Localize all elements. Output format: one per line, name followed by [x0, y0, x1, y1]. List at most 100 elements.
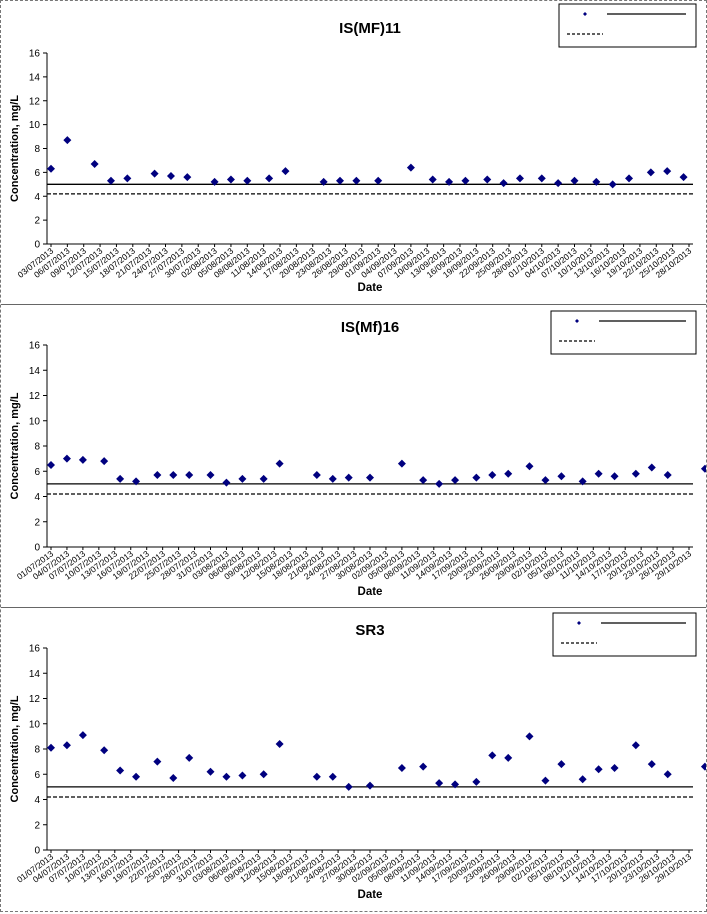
data-point: [663, 770, 672, 779]
data-point: [185, 753, 194, 762]
chart-title: SR3: [355, 622, 384, 639]
data-point: [374, 176, 383, 185]
y-tick-label: 4: [34, 192, 40, 203]
y-tick-label: 12: [29, 391, 41, 402]
data-point: [238, 474, 247, 483]
data-point: [679, 173, 688, 182]
y-tick-label: 14: [29, 72, 41, 83]
data-point: [488, 471, 497, 480]
data-point: [483, 175, 492, 184]
y-tick-label: 2: [34, 216, 40, 227]
y-tick-label: 8: [34, 442, 40, 453]
data-point: [259, 474, 268, 483]
data-point: [406, 163, 415, 172]
data-point: [594, 469, 603, 478]
legend-marker-diamond: [577, 621, 581, 625]
data-point: [259, 770, 268, 779]
data-point: [78, 455, 87, 464]
legend-marker-diamond: [583, 12, 587, 16]
data-point: [397, 763, 406, 772]
data-point: [366, 473, 374, 482]
data-point: [610, 763, 619, 772]
data-point: [472, 473, 481, 482]
y-tick-label: 6: [34, 770, 40, 781]
data-point: [631, 469, 640, 478]
y-tick-label: 16: [29, 49, 41, 60]
data-point: [106, 176, 115, 185]
data-point: [419, 476, 428, 485]
y-tick-label: 10: [29, 719, 41, 730]
data-point: [344, 473, 353, 482]
x-axis-title: Date: [358, 586, 383, 598]
data-point: [265, 174, 274, 183]
data-point: [312, 772, 321, 781]
y-tick-label: 8: [34, 745, 40, 756]
data-point: [150, 169, 159, 178]
data-point: [63, 136, 72, 145]
chart-ismf11: IS(MF)11024681012141603/07/201306/07/201…: [9, 3, 697, 294]
chart-panel-sr3: SR3 0 2 4 6 8 10 12 14 16 01/07/2013 04/07/2013 07/0…: [1, 609, 707, 909]
data-point: [336, 176, 345, 185]
data-point: [328, 474, 337, 483]
data-point: [344, 782, 353, 791]
data-point: [238, 771, 247, 780]
data-point: [451, 780, 460, 789]
data-point: [47, 164, 55, 173]
y-tick-label: 4: [34, 795, 40, 806]
chart-sr3: SR3024681012141601/07/201304/07/201307/0…: [9, 612, 707, 901]
y-tick-label: 12: [29, 694, 41, 705]
data-point: [554, 179, 563, 188]
data-point: [185, 471, 194, 480]
data-point: [210, 177, 219, 186]
data-point: [625, 174, 634, 183]
data-point: [578, 775, 587, 784]
data-point: [631, 741, 640, 750]
y-tick-label: 10: [29, 120, 41, 131]
data-point: [610, 472, 619, 481]
data-point: [525, 732, 534, 741]
data-point: [153, 757, 162, 766]
y-tick-label: 0: [34, 240, 40, 251]
data-point: [647, 760, 656, 769]
data-point: [206, 767, 215, 776]
y-axis-title: Concentration, mg/L: [9, 695, 21, 802]
y-tick-label: 2: [34, 820, 40, 831]
data-point: [541, 476, 550, 485]
chart-title: IS(MF)11: [339, 20, 401, 37]
data-point: [541, 776, 550, 785]
data-point: [169, 471, 178, 480]
y-axis-title: Concentration, mg/L: [9, 95, 21, 202]
data-point: [700, 464, 707, 473]
data-point: [116, 766, 125, 775]
data-point: [700, 762, 707, 771]
data-point: [515, 174, 524, 183]
panel-divider: [1, 304, 706, 305]
data-point: [319, 177, 328, 186]
chart-title: IS(Mf)16: [341, 319, 399, 336]
y-tick-label: 8: [34, 144, 40, 155]
data-point: [153, 471, 162, 480]
data-point: [47, 743, 55, 752]
data-point: [352, 176, 361, 185]
data-point: [663, 471, 672, 480]
data-point: [90, 160, 99, 169]
y-tick-label: 14: [29, 669, 41, 680]
y-tick-label: 0: [34, 543, 40, 554]
x-axis-title: Date: [358, 282, 383, 294]
legend-box: [550, 310, 697, 355]
y-tick-label: 16: [29, 341, 41, 352]
data-point: [525, 462, 534, 471]
data-point: [499, 179, 508, 188]
data-point: [226, 175, 235, 184]
data-point: [100, 457, 109, 466]
data-point: [504, 753, 513, 762]
data-point: [435, 779, 444, 788]
data-point: [663, 167, 672, 176]
y-tick-label: 4: [34, 492, 40, 503]
data-point: [62, 454, 71, 463]
data-point: [62, 741, 71, 750]
data-point: [488, 751, 497, 760]
data-point: [445, 177, 454, 186]
data-point: [435, 479, 444, 488]
data-point: [570, 176, 579, 185]
